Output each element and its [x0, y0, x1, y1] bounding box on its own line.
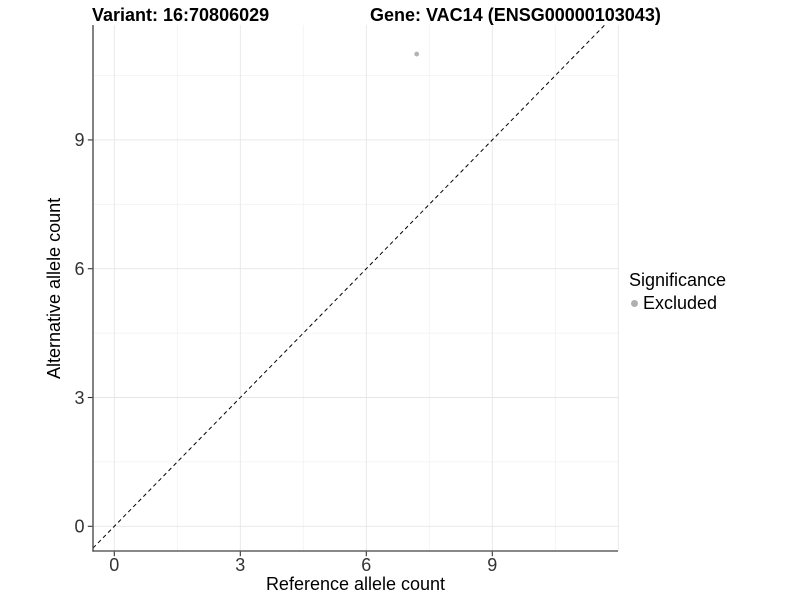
x-tick-label: 0 — [109, 555, 119, 575]
y-tick-label: 0 — [74, 517, 84, 537]
data-point-excluded — [414, 51, 420, 57]
plot-title-gene: Gene: VAC14 (ENSG00000103043) — [370, 5, 661, 25]
y-tick-label: 9 — [74, 130, 84, 150]
legend-point-icon — [631, 300, 638, 307]
x-tick-label: 6 — [361, 555, 371, 575]
legend: Significance Excluded — [629, 270, 726, 314]
plot-title-variant: Variant: 16:70806029 — [92, 5, 270, 25]
identity-dashed-line — [92, 24, 606, 549]
legend-item-excluded: Excluded — [629, 293, 726, 314]
y-axis-label: Alternative allele count — [44, 197, 64, 379]
x-tick-label: 3 — [235, 555, 245, 575]
x-tick-label: 9 — [487, 555, 497, 575]
y-tick-label: 3 — [74, 388, 84, 408]
legend-item-label: Excluded — [643, 293, 718, 313]
legend-title: Significance — [629, 270, 727, 290]
x-axis-label: Reference allele count — [265, 574, 446, 594]
y-tick-label: 6 — [74, 259, 84, 279]
